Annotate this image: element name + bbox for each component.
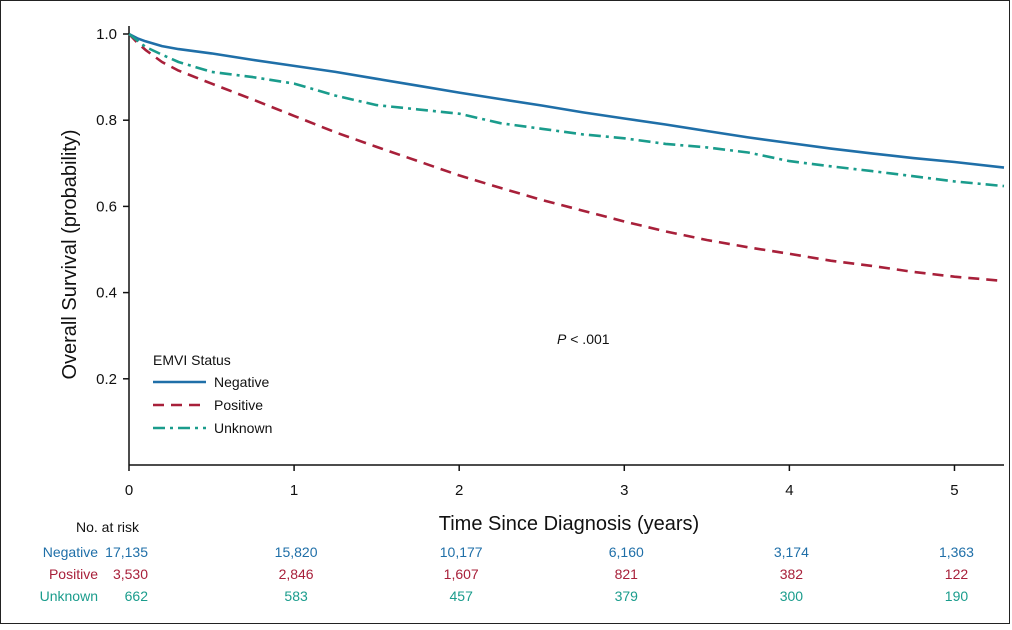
legend-title: EMVI Status [153,352,231,368]
risk-value: 2,846 [279,566,314,582]
y-tick-label: 0.4 [96,285,117,302]
legend-label-negative: Negative [214,374,269,390]
risk-value: 122 [945,566,969,582]
risk-value: 15,820 [275,544,318,560]
y-tick-label: 0.8 [96,112,117,129]
series-line-positive [128,33,1005,283]
risk-value: 190 [945,588,969,604]
p-value-annotation: P < .001 [557,331,610,347]
risk-table-title: No. at risk [76,519,140,535]
legend: EMVI Status Negative Positive Unknown [153,352,272,436]
risk-value: 17,135 [105,544,148,560]
legend-label-positive: Positive [214,397,263,413]
axes: 0.2 0.4 0.6 0.8 1.0 0 1 2 3 4 5 [96,26,1004,499]
risk-row-name-unknown: Unknown [40,588,98,604]
y-tick-label: 1.0 [96,26,117,43]
series-line-unknown [128,32,1005,188]
risk-value: 821 [615,566,639,582]
x-tick-label: 1 [290,482,298,499]
risk-row-name-positive: Positive [49,566,98,582]
risk-value: 662 [125,588,149,604]
risk-value: 1,607 [444,566,479,582]
risk-value: 583 [284,588,308,604]
risk-value: 6,160 [609,544,644,560]
risk-value: 457 [450,588,474,604]
x-tick-label: 5 [950,482,958,499]
risk-value: 300 [780,588,804,604]
y-tick-label: 0.6 [96,198,117,215]
risk-value: 3,530 [113,566,148,582]
risk-table: Negative 17,135 15,820 10,177 6,160 3,174 1,36… [40,544,975,604]
risk-value: 382 [780,566,804,582]
x-ticks: 0 1 2 3 4 5 [125,465,959,499]
risk-value: 1,363 [939,544,974,560]
x-tick-label: 0 [125,482,133,499]
p-value-text: < .001 [566,331,609,347]
x-tick-label: 2 [455,482,463,499]
risk-row-name-negative: Negative [43,544,98,560]
x-tick-label: 4 [785,482,793,499]
risk-value: 379 [615,588,639,604]
y-axis-title: Overall Survival (probability) [59,129,81,379]
y-ticks: 0.2 0.4 0.6 0.8 1.0 [96,26,129,388]
risk-value: 3,174 [774,544,809,560]
x-axis-title: Time Since Diagnosis (years) [439,513,699,535]
y-tick-label: 0.2 [96,371,117,388]
p-value-prefix: P [557,331,567,347]
series-line-negative [128,32,1005,169]
legend-label-unknown: Unknown [214,420,272,436]
series-layer [128,32,1005,283]
x-tick-label: 3 [620,482,628,499]
risk-value: 10,177 [440,544,483,560]
